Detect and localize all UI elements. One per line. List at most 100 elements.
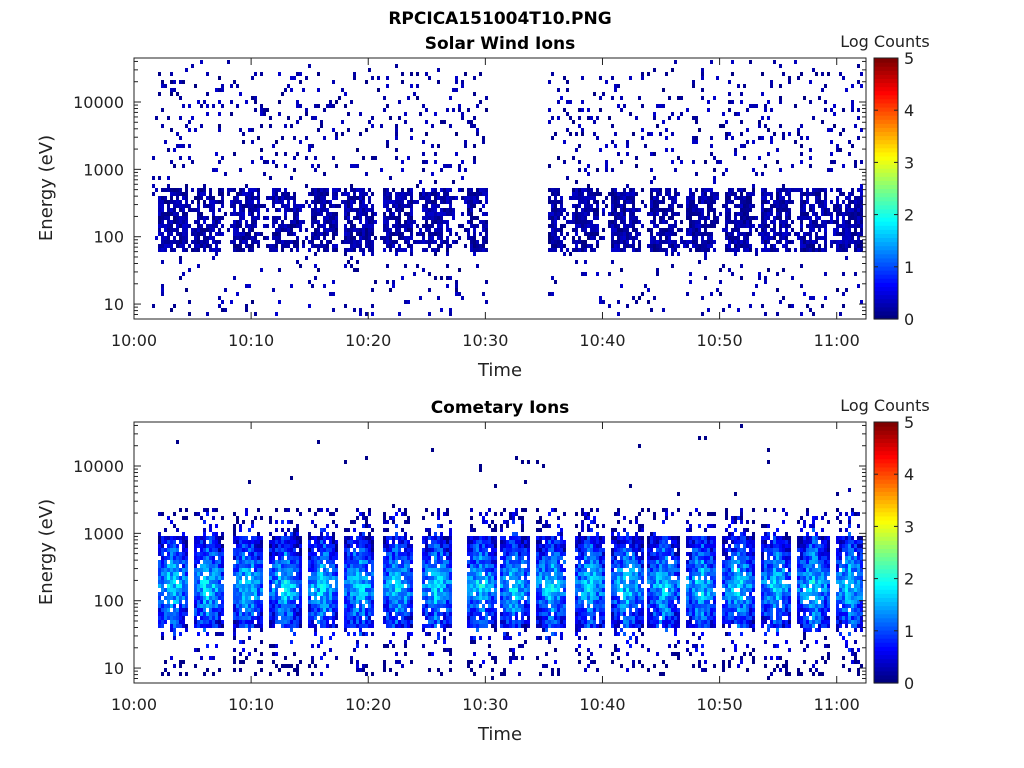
heatmap-cell — [809, 148, 812, 152]
heatmap-cell — [314, 632, 317, 636]
heatmap-cell — [272, 552, 275, 556]
heatmap-cell — [176, 556, 179, 560]
heatmap-cell — [812, 240, 815, 244]
heatmap-cell — [326, 228, 329, 232]
heatmap-cell — [260, 268, 263, 272]
heatmap-cell — [332, 128, 335, 132]
heatmap-cell — [335, 524, 338, 528]
heatmap-cell — [551, 116, 554, 120]
heatmap-cell — [296, 672, 299, 676]
heatmap-cell — [242, 544, 245, 548]
heatmap-cell — [614, 88, 617, 92]
heatmap-cell — [395, 512, 398, 516]
heatmap-cell — [275, 608, 278, 612]
heatmap-cell — [623, 244, 626, 248]
heatmap-cell — [764, 200, 767, 204]
heatmap-cell — [629, 236, 632, 240]
heatmap-cell — [572, 228, 575, 232]
heatmap-cell — [632, 228, 635, 232]
heatmap-cell — [239, 204, 242, 208]
heatmap-cell — [368, 592, 371, 596]
heatmap-cell — [548, 80, 551, 84]
heatmap-cell — [587, 244, 590, 248]
heatmap-cell — [344, 212, 347, 216]
heatmap-cell — [170, 572, 173, 576]
heatmap-cell — [341, 132, 344, 136]
heatmap-cell — [317, 208, 320, 212]
heatmap-cell — [431, 208, 434, 212]
heatmap-cell — [371, 580, 374, 584]
heatmap-cell — [167, 228, 170, 232]
heatmap-cell — [755, 252, 758, 256]
heatmap-cell — [269, 672, 272, 676]
heatmap-cell — [845, 248, 848, 252]
heatmap-cell — [746, 196, 749, 200]
heatmap-cell — [746, 216, 749, 220]
heatmap-cell — [446, 212, 449, 216]
heatmap-cell — [275, 616, 278, 620]
heatmap-cell — [353, 648, 356, 652]
heatmap-cell — [779, 188, 782, 192]
heatmap-cell — [191, 200, 194, 204]
heatmap-cell — [353, 528, 356, 532]
heatmap-cell — [173, 236, 176, 240]
heatmap-cell — [389, 236, 392, 240]
heatmap-cell — [602, 236, 605, 240]
heatmap-cell — [569, 196, 572, 200]
heatmap-cell — [593, 208, 596, 212]
heatmap-cell — [305, 136, 308, 140]
heatmap-cell — [287, 520, 290, 524]
heatmap-cell — [683, 240, 686, 244]
heatmap-cell — [212, 508, 215, 512]
heatmap-cell — [221, 604, 224, 608]
heatmap-cell — [401, 160, 404, 164]
heatmap-cell — [743, 244, 746, 248]
heatmap-cell — [197, 244, 200, 248]
heatmap-cell — [290, 592, 293, 596]
heatmap-cell — [629, 212, 632, 216]
heatmap-cell — [293, 528, 296, 532]
heatmap-cell — [332, 616, 335, 620]
heatmap-cell — [356, 616, 359, 620]
heatmap-cell — [557, 216, 560, 220]
heatmap-cell — [320, 616, 323, 620]
heatmap-cell — [737, 204, 740, 208]
heatmap-cell — [626, 240, 629, 244]
heatmap-cell — [365, 204, 368, 208]
heatmap-cell — [320, 640, 323, 644]
heatmap-cell — [398, 612, 401, 616]
heatmap-cell — [653, 220, 656, 224]
heatmap-cell — [479, 248, 482, 252]
heatmap-cell — [743, 200, 746, 204]
heatmap-cell — [200, 540, 203, 544]
heatmap-cell — [248, 584, 251, 588]
heatmap-cell — [314, 216, 317, 220]
heatmap-cell — [329, 228, 332, 232]
heatmap-cell — [407, 612, 410, 616]
heatmap-cell — [215, 612, 218, 616]
heatmap-cell — [461, 176, 464, 180]
heatmap-cell — [554, 208, 557, 212]
heatmap-cell — [329, 204, 332, 208]
heatmap-cell — [320, 656, 323, 660]
heatmap-cell — [320, 560, 323, 564]
heatmap-cell — [584, 204, 587, 208]
heatmap-cell — [650, 228, 653, 232]
heatmap-cell — [209, 524, 212, 528]
heatmap-cell — [182, 616, 185, 620]
heatmap-cell — [581, 100, 584, 104]
heatmap-cell — [830, 212, 833, 216]
heatmap-cell — [317, 572, 320, 576]
heatmap-cell — [248, 620, 251, 624]
heatmap-cell — [368, 600, 371, 604]
heatmap-cell — [167, 616, 170, 620]
heatmap-cell — [269, 124, 272, 128]
heatmap-cell — [800, 72, 803, 76]
heatmap-cell — [437, 224, 440, 228]
heatmap-cell — [629, 196, 632, 200]
heatmap-cell — [707, 212, 710, 216]
heatmap-cell — [803, 204, 806, 208]
heatmap-cell — [245, 204, 248, 208]
heatmap-cell — [275, 664, 278, 668]
heatmap-cell — [398, 248, 401, 252]
